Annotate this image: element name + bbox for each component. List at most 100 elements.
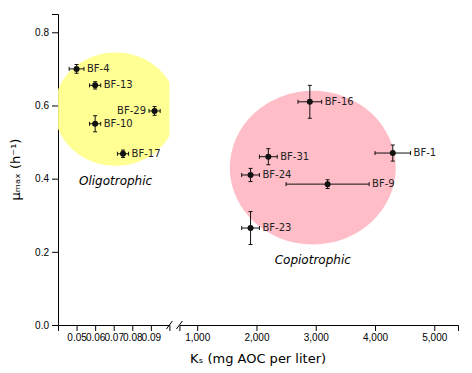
point (74, 66, 80, 72)
x-error-bar (90, 83, 101, 87)
tick: 0.09 (142, 325, 162, 343)
tick-label: 0.05 (67, 332, 87, 343)
x-error-bar (69, 67, 84, 71)
y-axis: 0.0 0.2 0.4 0.6 0.8 (35, 15, 58, 331)
group-region (230, 91, 396, 245)
tick-label: 0.07 (104, 332, 124, 343)
tick: 0.6 (35, 100, 58, 111)
tick: 5,000 (422, 325, 447, 343)
plot-area (58, 52, 169, 165)
tick: 0.0 (35, 320, 58, 331)
tick-mark (256, 325, 257, 331)
axis-break (166, 321, 172, 329)
tick-mark (151, 325, 152, 331)
y-axis-line (52, 15, 59, 326)
tick-mark (132, 325, 133, 331)
x-error-bar (90, 122, 101, 126)
tick-label: 0.0 (35, 320, 49, 331)
group-region (58, 52, 169, 165)
point-label: BF-13 (104, 79, 133, 90)
tick: 0.2 (35, 247, 58, 258)
point (248, 225, 254, 231)
tick-label: 0.09 (142, 332, 162, 343)
x-error-bar (286, 182, 369, 186)
point (307, 99, 313, 105)
x-error-bar (149, 109, 160, 113)
x-error-bar (242, 173, 260, 177)
point (92, 82, 98, 88)
tick-label: 0.06 (86, 332, 106, 343)
axis-break (176, 321, 182, 329)
point-labels: BF-16BF-31BF-24BF-9BF-23BF-1 (262, 96, 436, 233)
tick-mark (95, 325, 96, 331)
tick-label: 2,000 (244, 332, 269, 343)
point-label: BF-9 (372, 178, 395, 189)
tick-mark (52, 105, 58, 106)
point-label: BF-23 (262, 222, 291, 233)
tick: 0.08 (123, 325, 143, 343)
point-label: BF-10 (104, 118, 133, 129)
tick: 0.06 (86, 325, 106, 343)
panel: 0.050.060.070.080.090.00.20.40.60.8BF-4B… (35, 15, 177, 344)
point-label: BF-29 (117, 105, 146, 116)
point (152, 108, 158, 114)
y-error-bar (249, 168, 253, 181)
tick-label: 0.8 (35, 27, 49, 38)
x-axis-line (59, 326, 170, 332)
x-axis: 1,0002,0003,0004,0005,000 (180, 325, 459, 343)
point-labels: BF-4 BF-13 BF-10 BF-29 BF-17 (87, 63, 161, 159)
x-error-bar (242, 226, 260, 230)
tick-mark (52, 179, 58, 180)
tick-mark (434, 325, 435, 331)
y-error-bar (391, 145, 395, 161)
tick: 2,000 (244, 325, 269, 343)
point-label: BF-16 (325, 96, 354, 107)
point-label: BF-24 (262, 169, 291, 180)
tick-mark (52, 325, 58, 326)
tick: 0.4 (35, 173, 58, 184)
point-label: BF-4 (87, 63, 110, 74)
chart: 0.050.060.070.080.090.00.20.40.60.8BF-4B… (0, 0, 472, 373)
tick-label: 0.2 (35, 247, 49, 258)
point (390, 150, 396, 156)
x-axis: 0.050.060.070.080.09 (59, 325, 170, 343)
x-error-bar (375, 151, 411, 155)
tick-mark (114, 325, 115, 331)
tick: 1,000 (185, 325, 210, 343)
group-label: Copiotrophic (275, 253, 352, 267)
x-error-bar (259, 155, 277, 159)
y-error-bar (93, 116, 97, 132)
point-label: BF-17 (132, 148, 161, 159)
y-error-bar (121, 150, 125, 157)
tick-label: 1,000 (185, 332, 210, 343)
tick-mark (375, 325, 376, 331)
y-error-bar (249, 212, 253, 245)
panel: 1,0002,0003,0004,0005,000BF-16BF-31BF-24… (180, 85, 459, 343)
x-axis-line (180, 326, 459, 332)
x-axis-title: Kₛ (mg AOC per liter) (190, 351, 326, 366)
x-error-bar (298, 100, 322, 104)
tick-label: 0.08 (123, 332, 143, 343)
group-label: Oligotrophic (79, 174, 153, 188)
tick: 0.05 (67, 325, 87, 343)
axis-breaks (166, 321, 182, 329)
x-error-bar (117, 152, 128, 156)
tick: 0.8 (35, 27, 58, 38)
point (248, 172, 254, 178)
point (265, 154, 271, 160)
tick-label: 5,000 (422, 332, 447, 343)
tick-label: 0.6 (35, 100, 49, 111)
y-error-bar (75, 64, 79, 73)
tick-mark (52, 252, 58, 253)
point (120, 151, 126, 157)
tick: 4,000 (363, 325, 388, 343)
y-error-bar (326, 180, 330, 189)
point (92, 121, 98, 127)
point (325, 181, 331, 187)
tick: 0.07 (104, 325, 124, 343)
y-axis-title: μₘₐₓ (h⁻¹) (8, 139, 23, 201)
y-error-bar (266, 149, 270, 165)
tick-mark (316, 325, 317, 331)
tick-mark (52, 32, 58, 33)
y-error-bar (93, 82, 97, 89)
